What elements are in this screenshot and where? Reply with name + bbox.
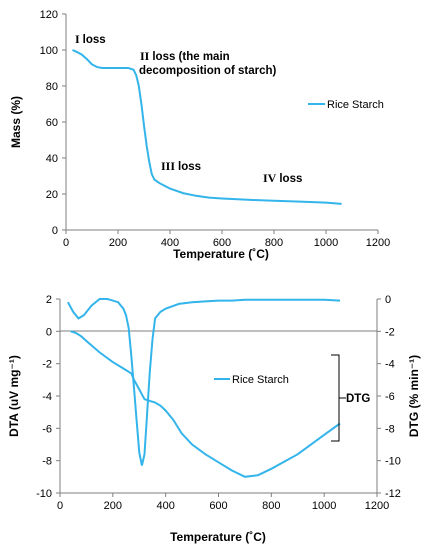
top-x-ticks: 0 200 400 600 800 1000 1200 — [63, 230, 390, 249]
dtg-bracket-label: DTG — [346, 393, 370, 405]
mass-chart: 0 200 400 600 800 1000 1200 0 20 40 60 80 100 120 Te… — [9, 9, 390, 261]
bottom-right-y-tick-label: -12 — [385, 488, 401, 500]
top-y-tick-label: 60 — [46, 117, 58, 129]
bottom-x-tick-label: 200 — [104, 500, 122, 512]
bottom-right-y-ticks: -12 -10 -8 -6 -4 -2 0 — [377, 294, 401, 500]
bottom-x-tick-label: 1200 — [365, 500, 389, 512]
top-y-axis-title: Mass (%) — [9, 96, 23, 148]
top-x-tick-label: 200 — [109, 237, 127, 249]
top-x-tick-label: 1200 — [366, 237, 390, 249]
bottom-left-y-tick-label: -10 — [36, 488, 52, 500]
bottom-left-y-ticks: -10 -8 -6 -4 -2 0 2 — [36, 294, 60, 500]
bottom-x-tick-label: 600 — [209, 500, 227, 512]
top-x-tick-label: 1000 — [314, 237, 338, 249]
bottom-right-y-tick-label: -10 — [385, 456, 401, 468]
bottom-x-ticks: 0 200 400 600 800 1000 1200 — [57, 493, 389, 512]
bottom-left-y-tick-label: -4 — [42, 391, 52, 403]
bottom-x-axis-title: Temperature (˚C) — [170, 530, 266, 544]
top-x-tick-label: 0 — [63, 237, 69, 249]
bottom-right-y-tick-label: -4 — [385, 359, 395, 371]
annotation-loss-4: IV loss — [263, 171, 302, 185]
bottom-right-y-tick-label: -8 — [385, 423, 395, 435]
annotation-loss-2-line2: decomposition of starch) — [139, 65, 277, 77]
bottom-left-y-tick-label: -8 — [42, 456, 52, 468]
bottom-right-y-tick-label: -6 — [385, 391, 395, 403]
bottom-left-y-axis-title: DTA (uV mg⁻¹) — [7, 355, 21, 437]
bottom-right-y-tick-label: 0 — [385, 294, 391, 306]
mass-series-line — [72, 49, 342, 205]
top-x-tick-label: 800 — [265, 237, 283, 249]
bottom-left-y-tick-label: -6 — [42, 423, 52, 435]
top-x-tick-label: 600 — [213, 237, 231, 249]
annotation-loss-3: III loss — [161, 159, 201, 173]
top-y-tick-label: 100 — [40, 45, 58, 57]
top-y-tick-label: 20 — [46, 189, 58, 201]
dta-dtg-chart: 0 200 400 600 800 1000 1200 -10-8-6-4-202 -12-… — [7, 294, 421, 544]
top-y-tick-label: 40 — [46, 153, 58, 165]
bottom-left-y-tick-label: 2 — [46, 294, 52, 306]
bottom-x-tick-label: 800 — [262, 500, 280, 512]
dtg-bracket — [331, 354, 346, 442]
bottom-x-tick-label: 0 — [57, 500, 63, 512]
annotation-loss-2: II loss (the main — [140, 49, 230, 63]
bottom-legend-label: Rice Starch — [232, 374, 289, 386]
dta-series-line — [67, 298, 341, 466]
bottom-right-y-axis-title: DTG (% min⁻¹) — [407, 355, 421, 437]
top-y-tick-label: 120 — [40, 9, 58, 21]
dtg-series-line — [70, 330, 341, 478]
top-y-tick-label: 0 — [52, 225, 58, 237]
bottom-x-tick-label: 1000 — [312, 500, 336, 512]
bottom-x-tick-label: 400 — [156, 500, 174, 512]
top-legend-label: Rice Starch — [327, 99, 384, 111]
bottom-left-y-tick-label: -2 — [42, 359, 52, 371]
bottom-right-y-tick-label: -2 — [385, 326, 395, 338]
top-y-tick-label: 80 — [46, 81, 58, 93]
top-y-ticks: 0 20 40 60 80 100 120 — [40, 9, 66, 237]
top-x-tick-label: 400 — [161, 237, 179, 249]
top-x-axis-title: Temperature (˚C) — [173, 247, 269, 261]
bottom-left-y-tick-label: 0 — [46, 326, 52, 338]
